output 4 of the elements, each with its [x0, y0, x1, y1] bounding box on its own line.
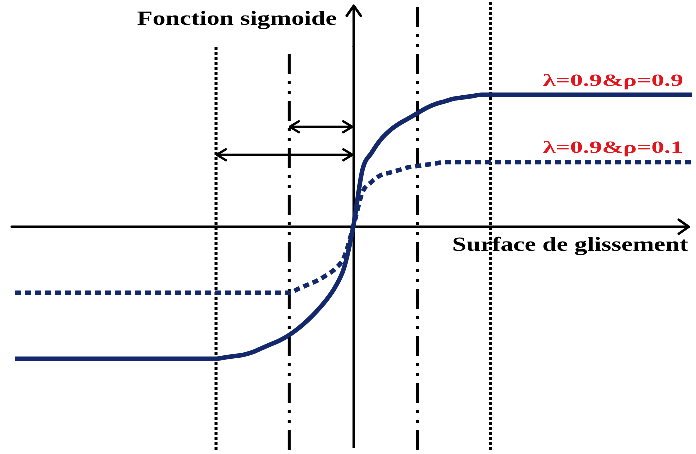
y-axis-title: Fonction sigmoide [137, 8, 337, 30]
series-label: λ=0.9&ρ=0.1 [542, 138, 683, 158]
x-axis-title: Surface de glissement [452, 234, 688, 256]
series-label: λ=0.9&ρ=0.9 [542, 71, 683, 90]
